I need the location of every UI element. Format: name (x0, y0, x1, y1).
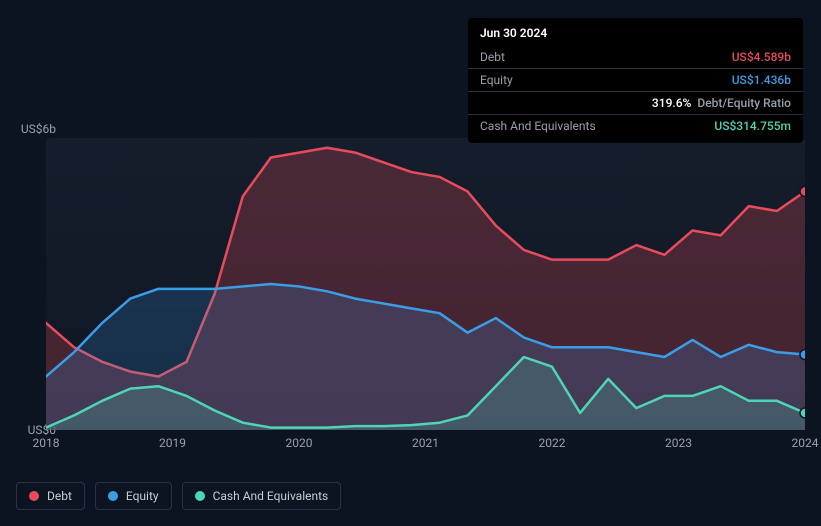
legend: Debt Equity Cash And Equivalents (16, 482, 341, 510)
x-axis-label: 2020 (286, 436, 313, 450)
legend-dot-icon (29, 491, 39, 501)
tooltip-row: Cash And Equivalents US$314.755m (468, 115, 803, 137)
tooltip-rows: Debt US$4.589b Equity US$1.436b 319.6%Debt/E… (468, 46, 803, 137)
legend-item-label: Cash And Equivalents (213, 489, 329, 503)
tooltip-row-suffix: Debt/Equity Ratio (697, 96, 791, 110)
chart-tooltip: Jun 30 2024 Debt US$4.589b Equity US$1.436b… (468, 18, 803, 143)
tooltip-row: Equity US$1.436b (468, 69, 803, 92)
tooltip-row-value: US$4.589b (732, 50, 791, 64)
chart-container: US$6b US$0 2018201920202021202220232024 (16, 122, 805, 466)
x-axis-label: 2019 (159, 436, 186, 450)
x-axis-labels: 2018201920202021202220232024 (46, 436, 805, 452)
tooltip-row-value: 319.6%Debt/Equity Ratio (652, 96, 791, 110)
tooltip-row: Debt US$4.589b (468, 46, 803, 69)
chart-svg (46, 138, 805, 430)
x-axis-label: 2018 (33, 436, 60, 450)
x-axis-label: 2022 (539, 436, 566, 450)
tooltip-row-label: Cash And Equivalents (480, 119, 596, 133)
legend-item-label: Equity (126, 489, 159, 503)
x-axis-label: 2021 (412, 436, 439, 450)
y-axis-top-label: US$6b (16, 122, 56, 136)
tooltip-row: 319.6%Debt/Equity Ratio (468, 92, 803, 115)
legend-item-debt[interactable]: Debt (16, 482, 85, 510)
legend-dot-icon (108, 491, 118, 501)
legend-item-equity[interactable]: Equity (95, 482, 172, 510)
legend-item-label: Debt (47, 489, 72, 503)
x-axis-label: 2024 (792, 436, 819, 450)
legend-dot-icon (195, 491, 205, 501)
tooltip-row-label: Equity (480, 73, 513, 87)
tooltip-row-label: Debt (480, 50, 505, 64)
tooltip-row-value: US$1.436b (732, 73, 791, 87)
tooltip-row-value: US$314.755m (714, 119, 791, 133)
x-axis-label: 2023 (665, 436, 692, 450)
tooltip-date: Jun 30 2024 (468, 24, 803, 46)
plot-area[interactable] (46, 138, 805, 430)
legend-item-cash-and-equivalents[interactable]: Cash And Equivalents (182, 482, 342, 510)
